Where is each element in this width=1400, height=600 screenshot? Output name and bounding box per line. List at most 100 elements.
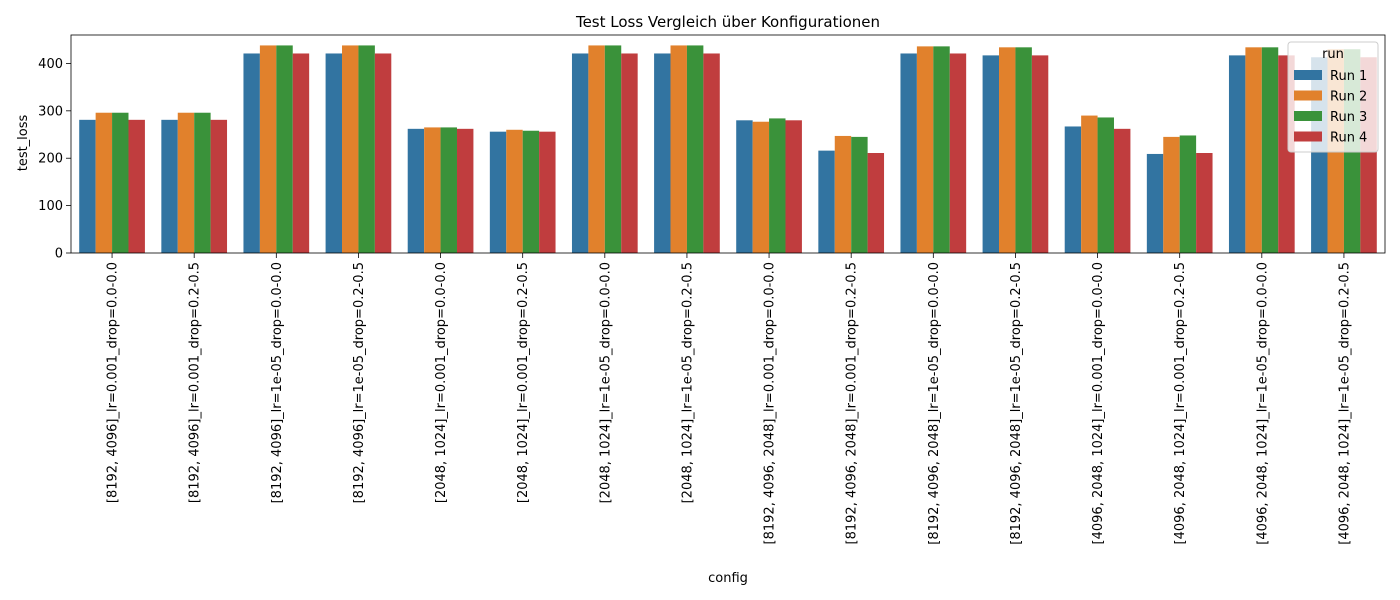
x-tick-label: [8192, 4096, 2048]_lr=0.001_drop=0.2-0.5: [845, 262, 860, 544]
legend-entry: Run 3: [1330, 110, 1367, 125]
legend-entry: Run 4: [1330, 131, 1367, 146]
legend-entry: Run 2: [1330, 90, 1367, 105]
x-tick-label: [2048, 1024]_lr=0.001_drop=0.0-0.0: [434, 262, 449, 503]
x-tick-label: [8192, 4096, 2048]_lr=1e-05_drop=0.2-0.5: [1009, 262, 1024, 545]
bar-run-2-cat-5: [506, 129, 523, 253]
y-axis-label: test_loss: [16, 114, 31, 171]
bar-run-1-cat-0: [79, 119, 96, 253]
bar-run-2-cat-3: [342, 45, 359, 254]
bar-run-2-cat-2: [259, 45, 277, 254]
bar-run-4-cat-0: [128, 119, 145, 253]
bar-run-2-cat-1: [177, 112, 195, 253]
bar-run-3-cat-11: [1015, 47, 1032, 253]
y-tick-label: 200: [38, 152, 63, 167]
bar-run-2-cat-13: [1163, 136, 1180, 253]
bar-run-4-cat-10: [949, 53, 967, 254]
bar-run-2-cat-14: [1245, 47, 1262, 253]
bar-run-4-cat-8: [785, 120, 802, 253]
legend: run Run 1 Run 2 Run 3 Run 4: [1287, 41, 1379, 153]
bar-run-4-cat-1: [210, 119, 228, 253]
y-tick-label: 0: [55, 247, 63, 262]
axes-layer: [66, 34, 1386, 258]
bar-run-2-cat-12: [1081, 115, 1098, 253]
bar-run-3-cat-5: [522, 130, 540, 253]
bar-run-1-cat-8: [736, 120, 753, 253]
bar-run-1-cat-1: [161, 119, 178, 253]
bar-run-4-cat-2: [292, 53, 310, 254]
bar-run-1-cat-14: [1228, 55, 1246, 253]
y-tick-label: 400: [38, 57, 63, 72]
x-tick-label: [8192, 4096, 2048]_lr=1e-05_drop=0.0-0.0: [927, 262, 942, 545]
bar-run-4-cat-6: [621, 53, 638, 254]
bar-run-2-cat-10: [916, 46, 934, 254]
x-tick-label: [8192, 4096]_lr=1e-05_drop=0.0-0.0: [270, 262, 285, 503]
bar-run-2-cat-7: [670, 45, 687, 254]
y-tick-labels: 0 100 200 300 400: [38, 57, 63, 262]
legend-swatch: [1294, 90, 1322, 101]
legend-entry: Run 1: [1330, 69, 1367, 84]
bar-run-3-cat-6: [604, 45, 622, 254]
bar-run-3-cat-3: [358, 45, 375, 254]
x-tick-labels: [8192, 4096]_lr=0.001_drop=0.0-0.0 [8192,…: [106, 262, 1353, 545]
bar-run-1-cat-10: [900, 53, 917, 254]
bar-run-4-cat-3: [374, 53, 392, 254]
x-tick-label: [8192, 4096]_lr=1e-05_drop=0.2-0.5: [352, 262, 367, 503]
bar-run-4-cat-9: [867, 153, 885, 253]
bar-run-1-cat-12: [1064, 126, 1082, 253]
bar-run-3-cat-9: [851, 136, 868, 253]
legend-swatch: [1294, 70, 1322, 80]
bar-run-1-cat-2: [243, 53, 260, 254]
x-tick-label: [4096, 2048, 1024]_lr=1e-05_drop=0.2-0.5: [1337, 262, 1352, 545]
bar-run-3-cat-12: [1097, 117, 1114, 254]
bar-run-3-cat-0: [112, 112, 129, 253]
legend-swatch: [1294, 111, 1322, 121]
legend-box: [1287, 41, 1379, 153]
x-tick-label: [2048, 1024]_lr=1e-05_drop=0.0-0.0: [598, 262, 613, 503]
bar-run-4-cat-7: [703, 53, 720, 254]
bar-run-4-cat-4: [456, 128, 474, 253]
x-tick-label: [4096, 2048, 1024]_lr=1e-05_drop=0.0-0.0: [1255, 262, 1270, 545]
bar-run-4-cat-13: [1196, 153, 1213, 253]
bar-run-1-cat-11: [982, 55, 1000, 253]
bar-run-2-cat-11: [999, 47, 1016, 253]
bar-run-4-cat-11: [1031, 55, 1049, 253]
bar-run-3-cat-7: [686, 45, 704, 254]
bar-run-4-cat-12: [1113, 128, 1131, 253]
plot-frame: [70, 34, 1386, 254]
bar-run-3-cat-4: [440, 127, 457, 253]
x-tick-label: [2048, 1024]_lr=1e-05_drop=0.2-0.5: [680, 262, 695, 503]
bar-run-1-cat-7: [654, 53, 671, 254]
legend-title: run: [1322, 47, 1344, 62]
x-tick-label: [8192, 4096, 2048]_lr=0.001_drop=0.0-0.0: [763, 262, 778, 544]
bar-run-3-cat-2: [276, 45, 293, 254]
bar-run-1-cat-3: [325, 53, 343, 254]
bar-run-2-cat-8: [752, 121, 770, 253]
y-tick-label: 300: [38, 104, 63, 119]
x-tick-label: [8192, 4096]_lr=0.001_drop=0.0-0.0: [106, 262, 121, 503]
bar-run-3-cat-8: [769, 118, 786, 253]
bar-run-1-cat-4: [407, 128, 425, 253]
bar-run-2-cat-9: [834, 135, 852, 253]
legend-swatch: [1294, 131, 1322, 142]
bar-run-1-cat-5: [489, 131, 507, 253]
bar-run-3-cat-13: [1179, 135, 1197, 253]
bar-run-1-cat-9: [818, 150, 835, 253]
bar-run-4-cat-5: [539, 131, 556, 253]
x-tick-label: [4096, 2048, 1024]_lr=0.001_drop=0.0-0.0: [1091, 262, 1106, 544]
bar-run-3-cat-14: [1261, 47, 1279, 253]
chart-title: Test Loss Vergleich über Konfigurationen: [575, 13, 880, 31]
x-tick-label: [4096, 2048, 1024]_lr=0.001_drop=0.2-0.5: [1173, 262, 1188, 544]
x-axis-label: config: [708, 571, 748, 586]
bar-run-1-cat-13: [1146, 153, 1164, 253]
bars-layer: [79, 45, 1377, 254]
bar-run-3-cat-1: [194, 112, 211, 253]
bar-run-2-cat-6: [588, 45, 605, 254]
bar-run-2-cat-4: [424, 127, 441, 253]
bar-run-3-cat-10: [933, 46, 950, 254]
y-tick-label: 100: [38, 199, 63, 214]
bar-run-2-cat-0: [95, 112, 113, 253]
x-tick-label: [8192, 4096]_lr=0.001_drop=0.2-0.5: [188, 262, 203, 503]
bar-run-1-cat-6: [571, 53, 589, 254]
x-tick-label: [2048, 1024]_lr=0.001_drop=0.2-0.5: [516, 262, 531, 503]
